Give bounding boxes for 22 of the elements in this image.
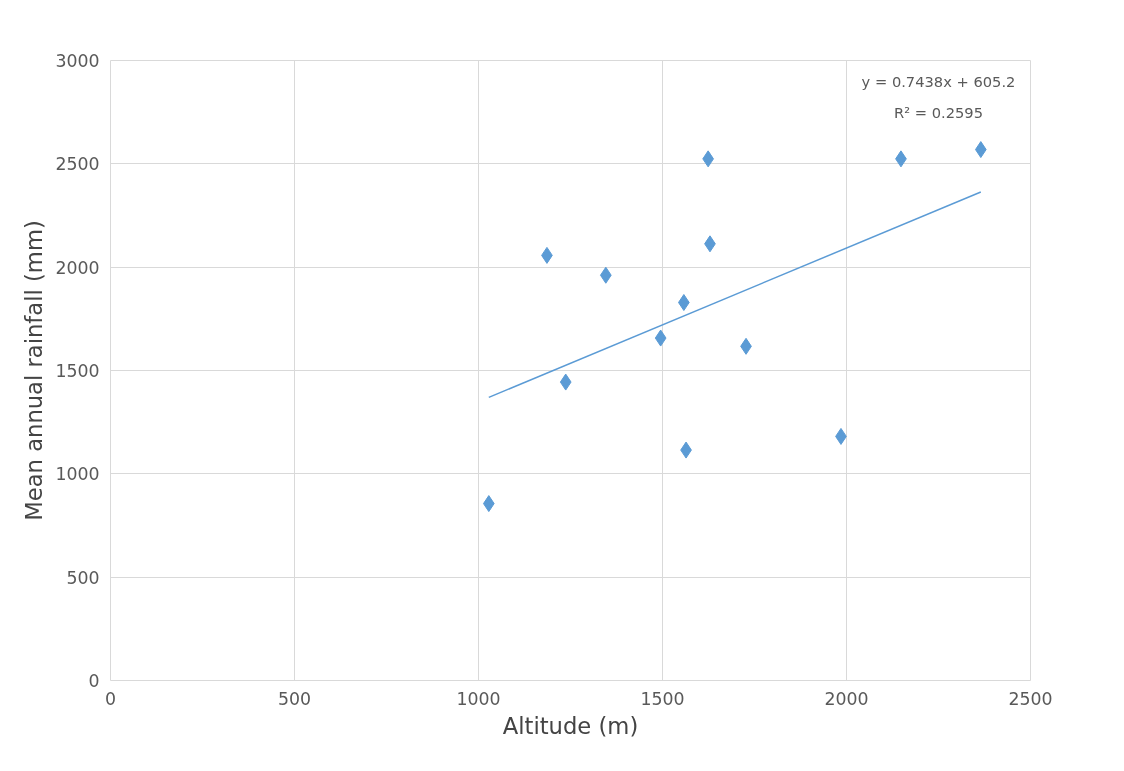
point (974, 141, 987, 159)
y-tick-label: 0 (88, 671, 100, 691)
y-tick-label: 1500 (55, 361, 100, 381)
x-tick-label: 500 (277, 688, 312, 709)
point (559, 373, 572, 391)
y-tick-label: 500 (66, 567, 100, 588)
x-tick-label: 2500 (1008, 688, 1053, 709)
x-tick-label: 2000 (824, 688, 869, 709)
annotation: R² = 0.2595 (894, 103, 983, 121)
annotation: y = 0.7438x + 605.2 (861, 72, 1016, 90)
y-tick-label: 1000 (55, 464, 100, 485)
point (482, 495, 495, 513)
x-axis-title: Altitude (m) (502, 712, 639, 739)
x-tick-label: 1500 (640, 688, 685, 709)
x-tick-label: 1000 (456, 688, 501, 709)
point (599, 266, 612, 284)
y-tick-label: 2000 (55, 257, 100, 278)
x-tick-label: 0 (104, 688, 117, 709)
y-tick-label: 3000 (55, 51, 100, 71)
y-axis-title: Mean annual rainfall (mm) (21, 220, 48, 521)
y-tick-label: 2500 (55, 154, 100, 175)
point (654, 329, 667, 347)
